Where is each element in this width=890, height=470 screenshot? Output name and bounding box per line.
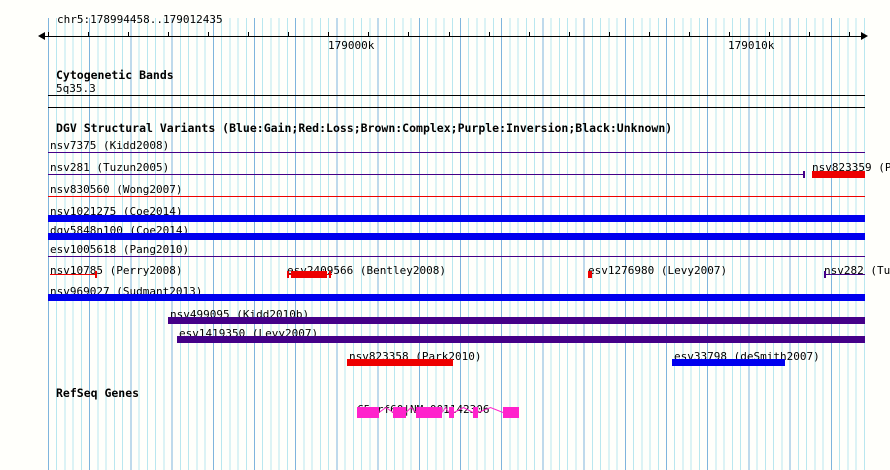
track-feature-esv2409566[interactable] (291, 271, 327, 278)
track-label-nsv1021275: nsv1021275 (Coe2014) (50, 205, 183, 218)
track-feature-nsv823359[interactable] (812, 171, 865, 178)
track-feature-esv1276980[interactable] (588, 271, 592, 278)
ruler-tick-label: 179010k (728, 39, 775, 52)
section-title-cytogenetic-bands: Cytogenetic Bands (56, 68, 174, 82)
gene-exon[interactable] (473, 407, 478, 418)
track-label-nsv499095: nsv499095 (Kidd2010b) (170, 308, 310, 321)
track-label-esv1005618: esv1005618 (Pang2010) (50, 243, 190, 256)
ruler-tick (489, 32, 490, 37)
track-feature-esv1005618[interactable] (48, 256, 865, 257)
ruler-tick (649, 32, 650, 37)
ruler-tick (288, 32, 289, 37)
track-feature-nsv281[interactable] (48, 174, 805, 175)
ruler-tick (449, 32, 450, 37)
section-title-dgv-structural-variants: DGV Structural Variants (Blue:Gain;Red:L… (56, 121, 673, 135)
track-label-nsv7375: nsv7375 (Kidd2008) (50, 139, 170, 152)
track-feature-nsv7375[interactable] (48, 152, 865, 153)
ruler-right-arrow-icon (861, 32, 868, 40)
track-label-nsv823359: nsv823359 (Pa (812, 161, 890, 174)
track-label-nsv282: nsv282 (Tuz (824, 264, 890, 277)
gene-exon[interactable] (416, 407, 442, 418)
gene-exon[interactable] (503, 407, 519, 418)
ruler-tick (248, 32, 249, 37)
ruler-tick (48, 32, 49, 37)
ruler-tick (569, 32, 570, 37)
section-title-refseq-genes: RefSeq Genes (56, 386, 140, 400)
ruler-tick (849, 32, 850, 37)
track-label-nsv10785: nsv10785 (Perry2008) (50, 264, 183, 277)
ruler-tick (88, 32, 89, 37)
track-feature-nsv1021275[interactable] (48, 215, 865, 222)
ruler-axis-line (44, 36, 865, 37)
ruler-tick (128, 32, 129, 37)
track-label-nsv823358: nsv823358 (Park2010) (349, 350, 482, 363)
track-feature-dgv5848n100[interactable] (48, 233, 865, 240)
track-feature-nsv969027[interactable] (48, 294, 865, 301)
ruler-tick-label: 179000k (328, 39, 375, 52)
gene-exon[interactable] (393, 407, 406, 418)
coordinate-grid-background (48, 18, 865, 470)
track-label-dgv5848n100: dgv5848n100 (Coe2014) (50, 224, 190, 237)
section-divider (48, 107, 865, 108)
ruler-tick (729, 32, 730, 37)
track-label-esv33798: esv33798 (deSmith2007) (674, 350, 820, 363)
track-feature-nsv823358[interactable] (347, 359, 453, 366)
ruler-left-arrow-icon (38, 32, 45, 40)
track-label-esv1419350: esv1419350 (Levy2007) (179, 327, 319, 340)
track-feature-esv1419350[interactable] (177, 336, 865, 343)
track-feature-nsv10785[interactable] (50, 274, 97, 275)
track-endcap-join (287, 274, 292, 275)
track-label-esv1276980: esv1276980 (Levy2007) (588, 264, 728, 277)
ruler-tick (809, 32, 810, 37)
ruler-tick (368, 32, 369, 37)
track-feature-nsv282[interactable] (824, 274, 865, 275)
track-label-nsv969027: nsv969027 (Sudmant2013) (50, 285, 203, 298)
track-endcap-nsv10785 (95, 271, 97, 278)
ruler-tick (769, 32, 770, 37)
track-endcap-nsv281 (803, 171, 805, 178)
ruler-tick (208, 32, 209, 37)
cytogenetic-band-bar (48, 95, 865, 96)
track-endcap-nsv282 (824, 271, 826, 278)
track-feature-esv33798[interactable] (672, 359, 785, 366)
track-label-nsv281: nsv281 (Tuzun2005) (50, 161, 170, 174)
track-feature-nsv830560[interactable] (48, 196, 865, 197)
ruler-tick (328, 32, 329, 37)
track-feature-nsv499095[interactable] (168, 317, 865, 324)
locus-coordinates: chr5:178994458..179012435 (57, 13, 223, 26)
ruler-tick (408, 32, 409, 37)
track-label-esv2409566: esv2409566 (Bentley2008) (287, 264, 446, 277)
cytogenetic-band-label: 5q35.3 (56, 82, 96, 95)
track-endcap-join (327, 274, 332, 275)
ruler-tick (609, 32, 610, 37)
ruler-tick (689, 32, 690, 37)
track-label-nsv830560: nsv830560 (Wong2007) (50, 183, 183, 196)
ruler-tick (168, 32, 169, 37)
gene-exon[interactable] (449, 407, 454, 418)
gene-exon[interactable] (357, 407, 379, 418)
ruler-tick (529, 32, 530, 37)
